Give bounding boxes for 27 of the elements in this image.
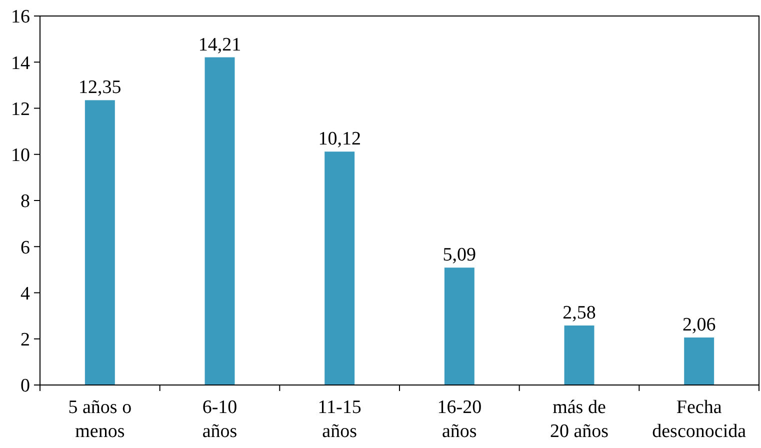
data-label: 2,06: [682, 314, 716, 336]
y-tick-label: 12: [11, 98, 30, 120]
x-tick-label: 16-20 años: [437, 397, 482, 442]
y-tick-label: 8: [20, 191, 30, 212]
data-label: 14,21: [198, 34, 242, 56]
y-tick-label: 16: [11, 6, 30, 28]
x-tick-label: 5 años o menos: [68, 397, 132, 442]
x-tick-label: 11-15 años: [318, 397, 362, 442]
y-tick-label: 0: [20, 376, 30, 397]
bar: [564, 326, 594, 385]
bar: [324, 152, 355, 385]
x-tick-label: Fecha desconocida: [652, 397, 747, 442]
x-tick-label: 6-10 años: [202, 397, 238, 442]
bar: [684, 337, 714, 385]
y-tick-label: 6: [20, 237, 30, 258]
y-tick-label: 2: [20, 330, 30, 351]
y-tick-label: 14: [11, 52, 30, 74]
y-tick-label: 10: [11, 145, 30, 166]
data-label: 10,12: [318, 128, 361, 150]
data-label: 5,09: [442, 244, 476, 266]
bar: [84, 100, 115, 385]
data-label: 2,58: [562, 302, 596, 324]
y-tick-label: 4: [20, 283, 30, 304]
data-label: 12,35: [78, 77, 122, 98]
x-tick-label: más de 20 años: [550, 397, 609, 442]
bar: [444, 268, 474, 385]
bar: [204, 57, 235, 385]
